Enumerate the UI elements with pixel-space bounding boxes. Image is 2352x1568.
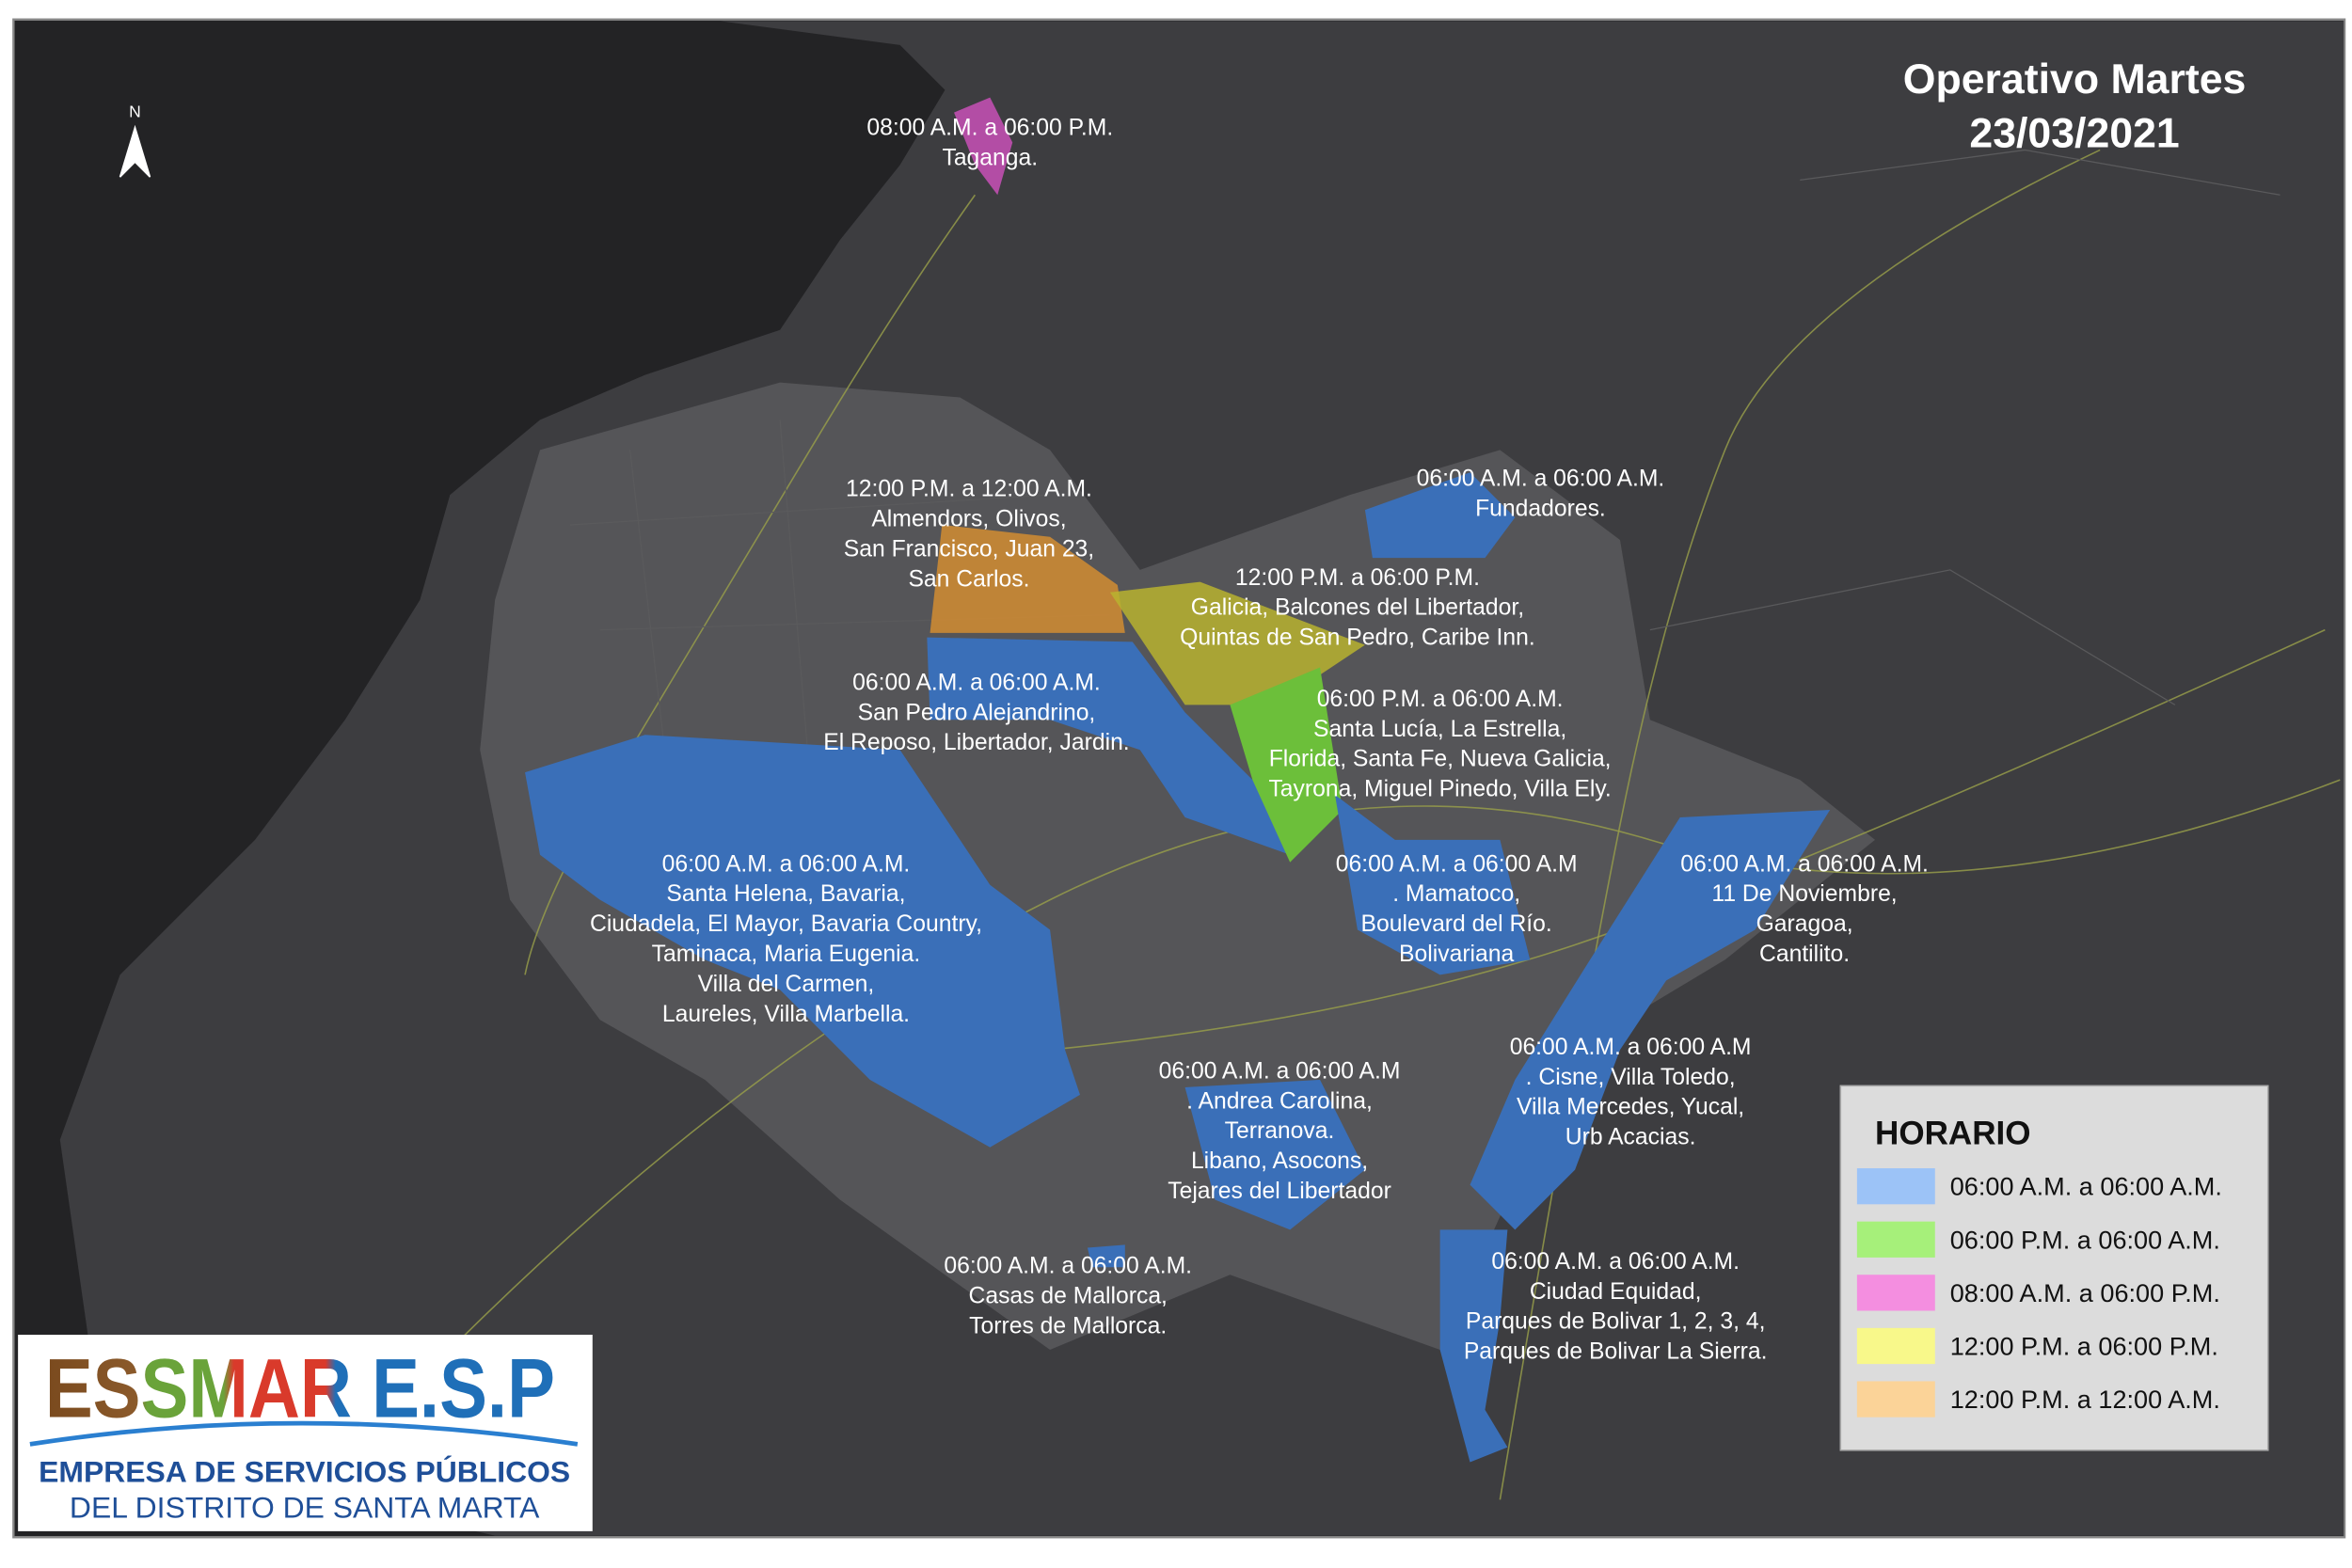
legend-label: 12:00 P.M. a 12:00 A.M.: [1950, 1385, 2220, 1414]
zone-label: Villa Mercedes, Yucal,: [1517, 1095, 1744, 1120]
zone-label: Santa Lucía, La Estrella,: [1313, 717, 1566, 742]
zone-label: San Carlos.: [908, 566, 1029, 592]
zone-area: [525, 735, 1080, 1148]
zone-label: 06:00 A.M. a 06:00 A.M.: [944, 1254, 1192, 1279]
zone-label: Florida, Santa Fe, Nueva Galicia,: [1269, 747, 1612, 772]
zone-label: San Pedro Alejandrino,: [858, 700, 1096, 725]
zone-area: [1087, 1244, 1125, 1268]
zone-label: Fundadores.: [1475, 496, 1606, 521]
zone-label: Cantilito.: [1759, 942, 1850, 967]
zone-label: Laureles, Villa Marbella.: [662, 1002, 910, 1027]
map-layer: Operativo Martes 23/03/2021 N HORARIO ES…: [12, 18, 2346, 1539]
north-label: N: [129, 102, 141, 120]
zone-label: . Mamatoco,: [1392, 881, 1520, 907]
zone-area: [1184, 1079, 1365, 1230]
logo-swoosh: [29, 1420, 579, 1447]
zone-label: 06:00 A.M. a 06:00 A.M: [1510, 1035, 1752, 1060]
zone-label: . Andrea Carolina,: [1186, 1088, 1373, 1114]
zone-label: Galicia, Balcones del Libertador,: [1191, 595, 1524, 621]
zone-label: 06:00 A.M. a 06:00 A.M.: [1417, 467, 1665, 492]
zone-area: [930, 525, 1125, 633]
zone-label: Tayrona, Miguel Pinedo, Villa Ely.: [1268, 777, 1611, 802]
zone-label: Parques de Bolivar 1, 2, 3, 4,: [1466, 1309, 1766, 1335]
zone-label: Terranova.: [1225, 1118, 1335, 1144]
zone-label: Santa Helena, Bavaria,: [666, 881, 905, 907]
legend-swatch: [1856, 1168, 1935, 1205]
zone-label: 06:00 A.M. a 06:00 A.M: [1159, 1058, 1401, 1084]
zone-label: Libano, Asocons,: [1191, 1148, 1368, 1174]
north-arrow: [119, 124, 151, 178]
zone-label: Quintas de San Pedro, Caribe Inn.: [1180, 626, 1535, 651]
zone-label: 06:00 P.M. a 06:00 A.M.: [1317, 687, 1564, 712]
zone-label: 06:00 A.M. a 06:00 A.M.: [1491, 1249, 1740, 1275]
legend-swatch: [1856, 1327, 1935, 1365]
zone-label: 06:00 A.M. a 06:00 A.M.: [662, 851, 911, 877]
zone-label: 11 De Noviembre,: [1711, 881, 1897, 907]
zone-label: Taminaca, Maria Eugenia.: [652, 942, 921, 967]
zone-area: [927, 637, 1291, 855]
zone-label: Ciudadela, El Mayor, Bavaria Country,: [590, 911, 982, 937]
zone-label: Tejares del Libertador: [1168, 1179, 1391, 1204]
zone-label: Taganga.: [942, 145, 1038, 170]
zone-label: San Francisco, Juan 23,: [844, 537, 1094, 562]
legend-label: 08:00 A.M. a 06:00 P.M.: [1950, 1278, 2220, 1307]
zone-area: [1335, 795, 1531, 975]
zone-area: [1470, 959, 1680, 1230]
zone-area: [1109, 581, 1365, 705]
zone-label: 06:00 A.M. a 06:00 A.M.: [1680, 851, 1929, 877]
zone-label: Bolivariana: [1399, 942, 1514, 967]
zone-label: Torres de Mallorca.: [969, 1313, 1167, 1338]
logo-line: EMPRESA DE SERVICIOS PÚBLICOS: [39, 1454, 570, 1488]
zone-label: Parques de Bolivar La Sierra.: [1464, 1339, 1768, 1365]
legend-label: 06:00 P.M. a 06:00 A.M.: [1950, 1225, 2220, 1254]
zone-label: Almendors, Olivos,: [871, 507, 1066, 532]
road: [524, 194, 977, 975]
legend-swatch: [1856, 1221, 1935, 1258]
legend-swatch: [1856, 1275, 1935, 1311]
logo-name: ESSMAR E.S.P: [45, 1341, 555, 1435]
legend-label: 12:00 P.M. a 06:00 P.M.: [1950, 1332, 2218, 1361]
zone-label: Garagoa,: [1756, 911, 1853, 937]
legend-label: 06:00 A.M. a 06:00 A.M.: [1950, 1172, 2222, 1201]
zone-label: 06:00 A.M. a 06:00 A.M: [1336, 851, 1578, 877]
logo-line: DEL DISTRITO DE SANTA MARTA: [70, 1491, 540, 1525]
zone-label: 12:00 P.M. a 06:00 P.M.: [1235, 565, 1480, 591]
zone-area: [1439, 1229, 1508, 1463]
zone-label: Urb Acacias.: [1565, 1125, 1696, 1150]
zone-label: Boulevard del Río.: [1361, 911, 1552, 937]
zone-area: [1230, 667, 1343, 863]
zone-label: Ciudad Equidad,: [1530, 1279, 1702, 1305]
street: [569, 149, 2280, 840]
zone-label: 12:00 P.M. a 12:00 A.M.: [846, 477, 1092, 502]
zone-label: Casas de Mallorca,: [968, 1284, 1167, 1309]
legend-title: HORARIO: [1875, 1116, 2031, 1152]
legend-swatch: [1856, 1381, 1935, 1418]
zone-label: 08:00 A.M. a 06:00 P.M.: [866, 115, 1113, 140]
map-title: Operativo Martes: [1903, 56, 2247, 103]
map-title: 23/03/2021: [1969, 110, 2179, 156]
zone-area: [1364, 472, 1516, 559]
zone-label: . Cisne, Villa Toledo,: [1526, 1065, 1736, 1090]
zone-label: Villa del Carmen,: [698, 972, 875, 997]
zone-area: [1590, 809, 1831, 990]
zone-area: [954, 97, 1013, 196]
zone-label: 06:00 A.M. a 06:00 A.M.: [852, 670, 1101, 695]
zone-label: El Reposo, Libertador, Jardin.: [823, 730, 1129, 755]
